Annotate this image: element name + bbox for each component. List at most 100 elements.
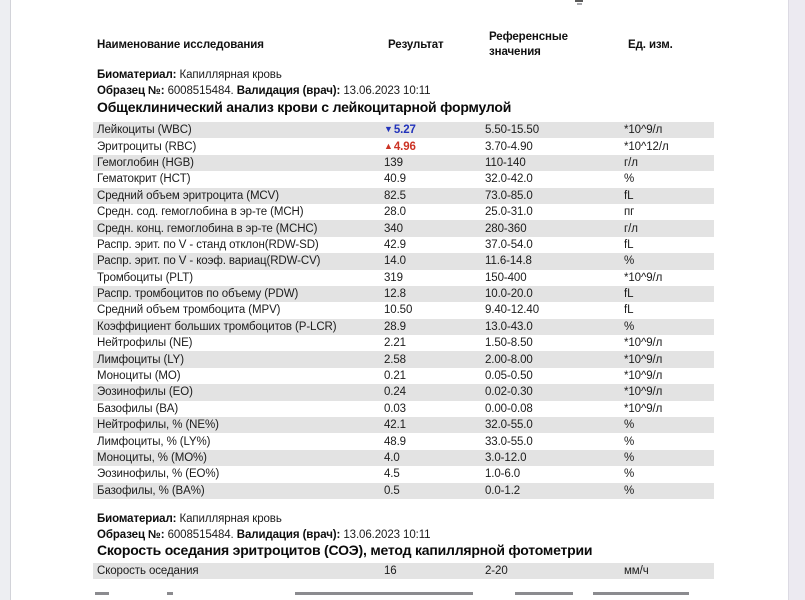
units-value: *10^9/л bbox=[624, 124, 663, 137]
test-name: Эозинофилы, % (EO%) bbox=[97, 468, 220, 481]
reference-value: 11.6-14.8 bbox=[485, 255, 532, 268]
result-value: 10.50 bbox=[384, 304, 413, 317]
test-name: Распр. тромбоцитов по объему (PDW) bbox=[97, 288, 299, 301]
reference-value: 3.70-4.90 bbox=[485, 140, 533, 153]
lab-row: Гемоглобин (HGB) 139 110-140 г/л bbox=[93, 154, 714, 172]
sample-label: Образец №: bbox=[97, 529, 165, 541]
units-value: % bbox=[624, 173, 635, 186]
test-name: Гемоглобин (HGB) bbox=[97, 156, 194, 169]
units-value: *10^9/л bbox=[624, 370, 663, 383]
column-header-reference-line2: значения bbox=[489, 46, 541, 58]
reference-value: 37.0-54.0 bbox=[485, 238, 533, 251]
result-value: 16 bbox=[384, 565, 397, 578]
biomaterial-label: Биоматериал: bbox=[97, 69, 177, 81]
validation-label: Валидация (врач): bbox=[236, 529, 341, 541]
test-name: Средн. конц. гемоглобина в эр-те (MCHC) bbox=[97, 222, 318, 235]
sample-meta-block-2: Биоматериал: Капиллярная кровь Образец №… bbox=[97, 511, 431, 543]
lab-row: Средний объем тромбоцита (MPV) 10.50 9.40-… bbox=[93, 302, 714, 318]
units-value: *10^9/л bbox=[624, 337, 663, 350]
result-value: 2.58 bbox=[384, 353, 406, 366]
lab-row: Средний объем эритроцита (MCV) 82.5 73.0-8… bbox=[93, 187, 714, 204]
lab-row: Распр. эрит. по V - станд отклон(RDW-SD)… bbox=[93, 237, 714, 253]
units-value: г/л bbox=[624, 222, 638, 235]
test-name: Нейтрофилы, % (NE%) bbox=[97, 419, 219, 432]
reference-value: 280-360 bbox=[485, 222, 527, 235]
test-name: Средний объем эритроцита (MCV) bbox=[97, 189, 279, 202]
section-title-cbc: Общеклинический анализ крови с лейкоцита… bbox=[97, 99, 512, 115]
units-value: fL bbox=[624, 304, 634, 317]
units-value: *10^12/л bbox=[624, 140, 669, 153]
result-value: 28.9 bbox=[384, 320, 406, 333]
test-name: Моноциты, % (MO%) bbox=[97, 452, 207, 464]
lab-row: Эозинофилы (EO) 0.24 0.02-0.30 *10^9/л bbox=[93, 384, 714, 401]
reference-value: 5.50-15.50 bbox=[485, 124, 539, 137]
lab-row: Коэффициент больших тромбоцитов (P-LCR) 2… bbox=[93, 318, 714, 336]
column-header-reference-line1: Референсные bbox=[489, 31, 568, 43]
test-name: Эритроциты (RBC) bbox=[97, 140, 197, 153]
result-value: 42.1 bbox=[384, 419, 406, 432]
reference-value: 32.0-42.0 bbox=[485, 173, 533, 186]
result-value: 4.0 bbox=[384, 452, 400, 464]
reference-value: 110-140 bbox=[485, 156, 526, 169]
validation-value: 13.06.2023 10:11 bbox=[343, 85, 431, 97]
page-left-margin bbox=[0, 0, 11, 600]
reference-value: 0.05-0.50 bbox=[485, 370, 533, 383]
test-name: Распр. эрит. по V - станд отклон(RDW-SD) bbox=[97, 238, 319, 251]
validation-label: Валидация (врач): bbox=[236, 85, 341, 97]
clipped-top-text bbox=[577, 3, 582, 5]
result-value: ▼5.27 bbox=[384, 124, 416, 137]
esr-results-table: Скорость оседания 16 2-20 мм/ч bbox=[93, 563, 714, 580]
reference-value: 2-20 bbox=[485, 565, 508, 578]
reference-value: 73.0-85.0 bbox=[485, 189, 533, 202]
validation-value: 13.06.2023 10:11 bbox=[343, 529, 431, 541]
sample-value: 6008515484. bbox=[167, 529, 234, 541]
units-value: % bbox=[624, 468, 635, 481]
reference-value: 33.0-55.0 bbox=[485, 435, 533, 448]
units-value: % bbox=[624, 320, 635, 333]
column-header-name: Наименование исследования bbox=[97, 39, 264, 51]
test-name: Базофилы, % (BA%) bbox=[97, 484, 205, 497]
lab-row: Лимфоциты, % (LY%) 48.9 33.0-55.0% bbox=[93, 433, 714, 449]
lab-row: Тромбоциты (PLT) 319 150-400 *10^9/л bbox=[93, 270, 714, 286]
test-name: Лимфоциты, % (LY%) bbox=[97, 435, 211, 448]
lab-row: Средн. сод. гемоглобина в эр-те (MCH) 28.… bbox=[93, 204, 714, 220]
units-value: *10^9/л bbox=[624, 271, 663, 284]
section-title-esr: Скорость оседания эритроцитов (СОЭ), мет… bbox=[97, 542, 593, 558]
lab-row: Базофилы, % (BA%) 0.5 0.0-1.2% bbox=[93, 482, 714, 499]
units-value: fL bbox=[624, 189, 634, 202]
result-value: 0.5 bbox=[384, 484, 400, 497]
units-value: % bbox=[624, 435, 635, 448]
result-value: 4.5 bbox=[384, 468, 400, 481]
reference-value: 150-400 bbox=[485, 271, 527, 284]
lab-row: Лейкоциты (WBC) ▼5.27 5.50-15.50 *10^9/л bbox=[93, 122, 714, 139]
reference-value: 0.02-0.30 bbox=[485, 386, 533, 399]
clipped-footer-text bbox=[95, 592, 695, 600]
test-name: Скорость оседания bbox=[97, 565, 199, 578]
test-name: Средн. сод. гемоглобина в эр-те (MCH) bbox=[97, 206, 304, 219]
reference-value: 9.40-12.40 bbox=[485, 304, 539, 317]
table-header: Наименование исследования Результат Рефе… bbox=[97, 30, 715, 60]
test-name: Лейкоциты (WBC) bbox=[97, 124, 192, 137]
units-value: *10^9/л bbox=[624, 386, 663, 399]
clipped-top-text bbox=[575, 0, 583, 2]
lab-row: Моноциты, % (MO%) 4.0 3.0-12.0% bbox=[93, 449, 714, 467]
units-value: fL bbox=[624, 238, 634, 251]
result-value: ▲4.96 bbox=[384, 140, 416, 153]
column-header-units: Ед. изм. bbox=[628, 39, 673, 51]
reference-value: 32.0-55.0 bbox=[485, 419, 533, 432]
test-name: Коэффициент больших тромбоцитов (P-LCR) bbox=[97, 320, 337, 333]
lab-row: Эритроциты (RBC) ▲4.96 3.70-4.90 *10^12/л bbox=[93, 138, 714, 154]
result-value: 40.9 bbox=[384, 173, 406, 186]
lab-row: Базофилы (BA) 0.03 0.00-0.08 *10^9/л bbox=[93, 401, 714, 417]
units-value: % bbox=[624, 484, 635, 497]
units-value: мм/ч bbox=[624, 565, 649, 578]
result-value: 319 bbox=[384, 271, 403, 284]
units-value: % bbox=[624, 452, 635, 464]
units-value: г/л bbox=[624, 156, 638, 169]
result-value: 82.5 bbox=[384, 189, 406, 202]
sample-value: 6008515484. bbox=[167, 85, 234, 97]
reference-value: 10.0-20.0 bbox=[485, 288, 533, 301]
reference-value: 1.50-8.50 bbox=[485, 337, 533, 350]
biomaterial-value: Капиллярная кровь bbox=[179, 513, 282, 525]
test-name: Распр. эрит. по V - коэф. вариац(RDW-CV) bbox=[97, 255, 321, 268]
